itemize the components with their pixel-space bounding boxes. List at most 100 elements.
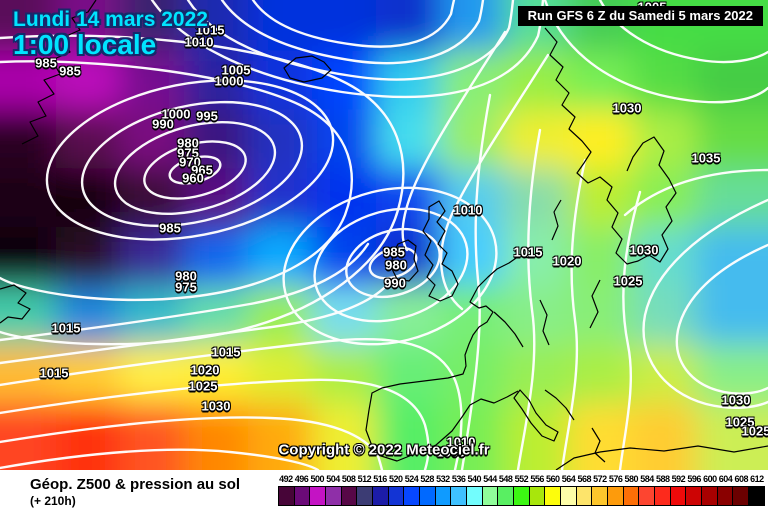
copyright-label: Copyright © 2022 Meteociel.fr xyxy=(278,441,490,459)
pressure-label: 1030 xyxy=(721,392,751,408)
pressure-label: 1015 xyxy=(51,320,81,336)
colorbar-cells xyxy=(278,486,765,506)
colorbar-tick: 584 xyxy=(640,474,654,484)
colorbar-cell xyxy=(373,487,389,505)
pressure-label: 1000 xyxy=(161,106,191,122)
colorbar-cell xyxy=(498,487,515,505)
colorbar-tick: 592 xyxy=(671,474,686,484)
colorbar-tick: 576 xyxy=(608,474,623,484)
colorbar-tick: 600 xyxy=(703,474,717,484)
chart-title: Géop. Z500 & pression au sol xyxy=(30,476,241,493)
colorbar-cell xyxy=(357,487,374,505)
pressure-label: 1005 xyxy=(221,62,251,78)
colorbar-tick: 500 xyxy=(310,474,325,484)
pressure-label: 985 xyxy=(159,220,181,236)
pressure-label: 1015 xyxy=(39,365,69,381)
pressure-label: 1010 xyxy=(453,202,483,218)
pressure-label: 995 xyxy=(196,108,218,124)
colorbar-cell xyxy=(341,487,358,505)
colorbar-cell xyxy=(279,487,295,505)
pressure-label: 990 xyxy=(384,275,406,291)
pressure-label: 1020 xyxy=(552,253,582,269)
colorbar-cell xyxy=(467,487,483,505)
colorbar-tick: 544 xyxy=(483,474,497,484)
pressure-label: 960 xyxy=(182,170,204,186)
colorbar-tick: 612 xyxy=(750,474,764,484)
colorbar-cell xyxy=(670,487,687,505)
colorbar-cell xyxy=(326,487,342,505)
pressure-label: 1030 xyxy=(629,242,659,258)
pressure-label: 1010 xyxy=(184,34,214,50)
colorbar-tick: 492 xyxy=(279,474,293,484)
coastline-layer xyxy=(0,0,768,470)
pressure-label: 1015 xyxy=(513,244,543,260)
pressure-label: 1025 xyxy=(188,378,218,394)
colorbar-cell xyxy=(623,487,640,505)
colorbar-tick: 540 xyxy=(467,474,482,484)
colorbar-cell xyxy=(749,487,764,505)
colorbar-tick: 520 xyxy=(389,474,403,484)
colorbar-tick: 508 xyxy=(341,474,356,484)
colorbar-cell xyxy=(686,487,703,505)
pressure-label: 980 xyxy=(177,135,199,151)
colorbar-tick: 556 xyxy=(530,474,544,484)
colorbar-cell xyxy=(655,487,671,505)
pressure-label: 965 xyxy=(191,162,213,178)
pressure-label: 1015 xyxy=(195,22,225,38)
colorbar-cell xyxy=(717,487,734,505)
run-info-badge: Run GFS 6 Z du Samedi 5 mars 2022 xyxy=(517,6,763,26)
map-canvas xyxy=(0,0,768,470)
colorbar-tick: 596 xyxy=(687,474,701,484)
colorbar-cell xyxy=(451,487,468,505)
colorbar-cell xyxy=(420,487,436,505)
colorbar-cell xyxy=(514,487,530,505)
pressure-label: 1020 xyxy=(190,362,220,378)
pressure-label: 975 xyxy=(177,145,199,161)
pressure-label: 970 xyxy=(179,154,201,170)
valid-time-label: 1:00 locale xyxy=(13,29,157,60)
colorbar-tick: 564 xyxy=(561,474,576,484)
colorbar-tick: 604 xyxy=(718,474,733,484)
colorbar-cell xyxy=(529,487,546,505)
pressure-label: 975 xyxy=(175,279,197,295)
pressure-label: 1025 xyxy=(613,273,643,289)
colorbar-tick: 524 xyxy=(404,474,419,484)
colorbar-cell xyxy=(576,487,593,505)
colorbar-cell xyxy=(435,487,452,505)
colorbar-cell xyxy=(482,487,499,505)
colorbar-tick: 536 xyxy=(451,474,466,484)
colorbar-cell xyxy=(388,487,405,505)
pressure-label: 990 xyxy=(152,116,174,132)
pressure-label: 980 xyxy=(175,268,197,284)
valid-date-label: Lundi 14 mars 2022 xyxy=(13,8,208,31)
pressure-label: 1010 xyxy=(446,434,476,450)
pressure-label: 985 xyxy=(383,244,405,260)
colorbar-cell xyxy=(639,487,656,505)
pressure-label: 1030 xyxy=(201,398,231,414)
colorbar-cell xyxy=(702,487,718,505)
colorbar-tick: 496 xyxy=(294,474,309,484)
pressure-label: 980 xyxy=(385,257,407,273)
pressure-label: 985 xyxy=(35,55,57,71)
pressure-label: 1035 xyxy=(691,150,721,166)
colorbar-tick: 608 xyxy=(734,474,748,484)
pressure-label: 1030 xyxy=(612,100,642,116)
colorbar-tick: 552 xyxy=(514,474,529,484)
colorbar-tick: 572 xyxy=(593,474,607,484)
colorbar-tick: 532 xyxy=(436,474,450,484)
colorbar-tick: 560 xyxy=(546,474,560,484)
colorbar-cell xyxy=(545,487,562,505)
colorbar-tick: 580 xyxy=(624,474,639,484)
colorbar-tick: 504 xyxy=(326,474,340,484)
colorbar: 492 496 500 504 508 512 516 520 524 528 532 536 540 5… xyxy=(278,473,765,506)
pressure-label: 1015 xyxy=(211,344,241,360)
colorbar-cell xyxy=(294,487,311,505)
pressure-label: 1005 xyxy=(436,444,466,460)
colorbar-tick: 516 xyxy=(373,474,387,484)
pressure-label: 1025 xyxy=(741,423,768,439)
colorbar-cell xyxy=(561,487,577,505)
weather-map[interactable]: 1015 1010 1005 1000 985 985 1000 995 990 980 975 97… xyxy=(0,0,768,470)
colorbar-cell xyxy=(733,487,750,505)
footer-bar: Géop. Z500 & pression au sol (+ 210h) 49… xyxy=(0,470,768,512)
